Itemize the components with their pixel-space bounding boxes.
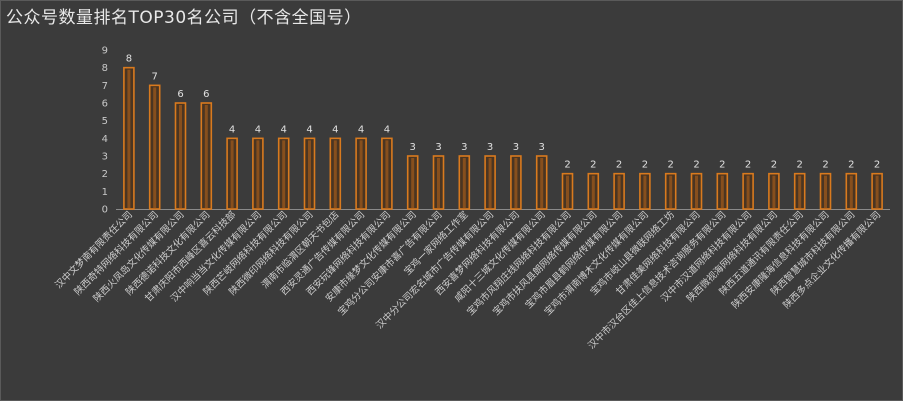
y-tick-label: 8 [102, 63, 108, 74]
data-label: 2 [616, 160, 622, 171]
data-label: 4 [332, 124, 338, 135]
bar-highlight [617, 175, 621, 209]
data-label: 2 [822, 160, 828, 171]
bar-highlight [282, 140, 286, 209]
bar-highlight [179, 105, 182, 209]
bar-highlight [824, 175, 827, 209]
bar-highlight [462, 158, 466, 209]
bar-highlight [695, 175, 698, 209]
bar-highlight [308, 140, 311, 209]
data-label: 3 [410, 142, 416, 153]
chart-title: 公众号数量排名TOP30名公司（不含全国号） [6, 8, 362, 28]
data-label: 2 [642, 160, 648, 171]
y-tick-label: 2 [102, 169, 108, 180]
data-label: 2 [719, 160, 725, 171]
data-label: 2 [771, 160, 777, 171]
bar-highlight [746, 175, 750, 209]
bar-highlight [411, 158, 415, 209]
bar-highlight [720, 175, 724, 209]
bar-highlight [540, 158, 544, 209]
data-label: 3 [513, 142, 519, 153]
bar-highlight [875, 175, 879, 209]
bar-highlight [591, 175, 595, 209]
category-label: 汉中分公司宏名城市广告传媒有限公司 [374, 209, 497, 332]
data-label: 2 [745, 160, 751, 171]
y-tick-label: 1 [102, 187, 108, 198]
data-label: 2 [590, 160, 596, 171]
data-label: 2 [797, 160, 803, 171]
data-label: 2 [564, 160, 570, 171]
data-label: 3 [435, 142, 441, 153]
bar-highlight [256, 140, 260, 209]
bar-highlight [230, 140, 234, 209]
bar-highlight [514, 158, 518, 209]
data-label: 8 [126, 54, 132, 65]
y-tick-label: 0 [102, 205, 108, 216]
data-label: 2 [848, 160, 854, 171]
data-label: 4 [306, 124, 312, 135]
y-tick-label: 9 [102, 46, 108, 57]
data-label: 3 [487, 142, 493, 153]
data-label: 7 [152, 71, 158, 82]
data-label: 2 [693, 160, 699, 171]
data-label: 4 [358, 124, 364, 135]
bar-highlight [333, 140, 337, 209]
data-label: 6 [177, 89, 183, 100]
bar-highlight [204, 105, 208, 209]
y-tick-label: 5 [102, 116, 108, 127]
y-tick-label: 4 [102, 134, 108, 145]
y-tick-label: 6 [102, 99, 108, 110]
data-label: 4 [281, 124, 287, 135]
bar-highlight [849, 175, 853, 209]
bar-highlight [566, 175, 569, 209]
data-label: 3 [461, 142, 467, 153]
bar-highlight [488, 158, 492, 209]
bar-highlight [153, 87, 157, 209]
data-label: 2 [874, 160, 880, 171]
bar-highlight [437, 158, 440, 209]
y-tick-label: 3 [102, 152, 108, 163]
data-label: 2 [668, 160, 674, 171]
data-label: 4 [229, 124, 235, 135]
data-label: 3 [539, 142, 545, 153]
bar-highlight [669, 175, 673, 209]
bar-highlight [359, 140, 363, 209]
y-tick-label: 7 [102, 81, 108, 92]
bar-highlight [798, 175, 802, 209]
bar-highlight [772, 175, 776, 209]
data-label: 4 [384, 124, 390, 135]
data-label: 4 [255, 124, 261, 135]
bar-highlight [643, 175, 647, 209]
data-label: 6 [203, 89, 209, 100]
bar-highlight [385, 140, 389, 209]
bar-highlight [127, 69, 131, 210]
